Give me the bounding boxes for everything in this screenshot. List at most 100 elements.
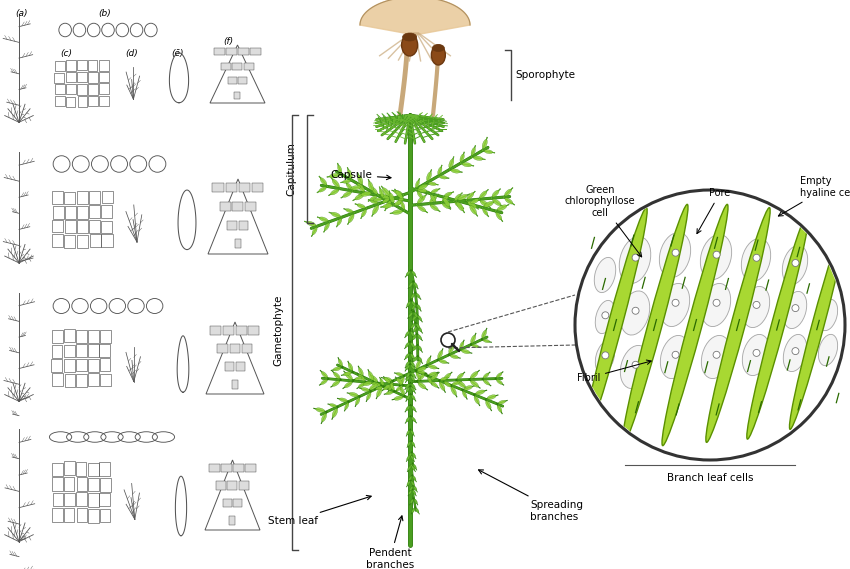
Ellipse shape <box>462 391 467 398</box>
Text: Gametophyte: Gametophyte <box>273 294 283 366</box>
Ellipse shape <box>382 198 389 203</box>
Bar <box>76 220 88 233</box>
Ellipse shape <box>505 198 513 204</box>
Bar <box>76 206 88 219</box>
Ellipse shape <box>458 194 468 200</box>
Ellipse shape <box>354 377 362 380</box>
Ellipse shape <box>393 210 403 215</box>
Ellipse shape <box>411 384 415 389</box>
Ellipse shape <box>487 395 496 399</box>
Ellipse shape <box>385 201 391 209</box>
Bar <box>235 362 245 370</box>
Bar <box>218 344 228 353</box>
Bar <box>88 72 98 83</box>
Ellipse shape <box>410 499 413 504</box>
Text: Capitulum: Capitulum <box>286 142 296 196</box>
Ellipse shape <box>361 387 370 391</box>
Bar <box>225 183 237 192</box>
Ellipse shape <box>418 346 422 351</box>
Ellipse shape <box>583 208 647 442</box>
Ellipse shape <box>331 189 339 195</box>
Ellipse shape <box>382 204 392 208</box>
Bar <box>99 72 109 83</box>
Bar <box>88 463 99 476</box>
Bar <box>66 72 76 82</box>
Ellipse shape <box>431 189 439 193</box>
Ellipse shape <box>324 223 330 230</box>
Polygon shape <box>360 0 470 35</box>
Bar <box>89 234 100 246</box>
Ellipse shape <box>438 167 442 175</box>
Ellipse shape <box>405 365 410 370</box>
Ellipse shape <box>483 339 490 343</box>
Ellipse shape <box>412 316 416 320</box>
Ellipse shape <box>470 205 477 215</box>
Ellipse shape <box>396 191 403 199</box>
Ellipse shape <box>349 393 358 397</box>
Ellipse shape <box>413 327 416 332</box>
Circle shape <box>672 249 679 256</box>
Ellipse shape <box>410 486 413 491</box>
Text: Branch leaf cells: Branch leaf cells <box>666 473 753 483</box>
Bar <box>77 96 88 107</box>
Bar <box>77 84 87 95</box>
Ellipse shape <box>348 214 354 222</box>
Bar <box>99 358 110 371</box>
Ellipse shape <box>430 195 437 203</box>
Circle shape <box>713 299 720 306</box>
Ellipse shape <box>411 406 416 411</box>
Ellipse shape <box>339 398 348 402</box>
Ellipse shape <box>790 221 847 430</box>
Bar <box>99 493 110 506</box>
Ellipse shape <box>483 209 488 215</box>
Bar <box>248 326 259 335</box>
Ellipse shape <box>361 209 366 217</box>
Text: Green
chlorophyllose
cell: Green chlorophyllose cell <box>564 185 642 257</box>
Bar <box>77 235 88 248</box>
Ellipse shape <box>449 345 454 353</box>
Ellipse shape <box>409 282 413 287</box>
Ellipse shape <box>407 302 411 307</box>
Circle shape <box>602 312 609 319</box>
Ellipse shape <box>430 195 436 202</box>
Ellipse shape <box>700 234 732 279</box>
Bar <box>99 344 110 357</box>
Ellipse shape <box>406 430 410 435</box>
Ellipse shape <box>383 385 390 390</box>
Text: Pore: Pore <box>697 188 731 233</box>
Bar <box>88 373 99 386</box>
Bar <box>232 63 242 69</box>
Ellipse shape <box>417 370 425 374</box>
Ellipse shape <box>620 345 649 389</box>
Circle shape <box>632 361 639 368</box>
Bar <box>76 462 87 476</box>
Ellipse shape <box>460 154 464 162</box>
Circle shape <box>753 349 760 356</box>
Circle shape <box>792 348 799 354</box>
Ellipse shape <box>383 377 392 381</box>
Ellipse shape <box>417 367 426 372</box>
Bar <box>76 60 87 70</box>
Bar <box>88 493 99 506</box>
Ellipse shape <box>417 188 427 192</box>
Bar <box>232 380 238 389</box>
Bar <box>252 183 264 192</box>
Ellipse shape <box>411 417 416 422</box>
Ellipse shape <box>409 476 412 481</box>
Bar <box>64 509 74 522</box>
Circle shape <box>632 254 639 261</box>
Circle shape <box>575 190 845 460</box>
Ellipse shape <box>418 327 422 332</box>
Bar <box>53 508 63 522</box>
Ellipse shape <box>462 163 472 167</box>
Ellipse shape <box>428 182 436 185</box>
Bar <box>230 516 235 525</box>
Ellipse shape <box>368 372 374 380</box>
Bar <box>55 60 65 71</box>
Ellipse shape <box>409 464 412 469</box>
Ellipse shape <box>406 373 410 378</box>
Bar <box>230 344 241 353</box>
Ellipse shape <box>452 381 460 385</box>
Ellipse shape <box>450 354 458 358</box>
Ellipse shape <box>405 331 410 336</box>
